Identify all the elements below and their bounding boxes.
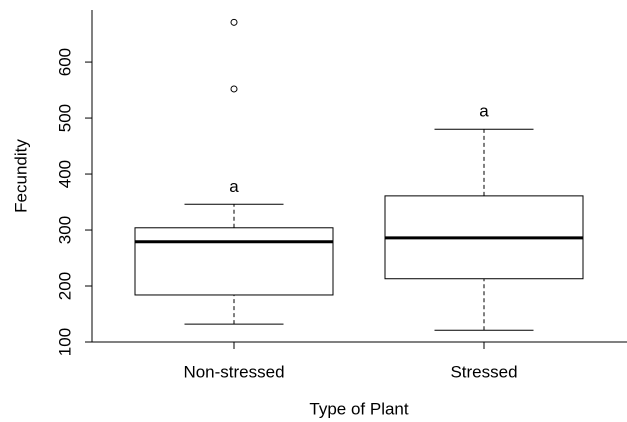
y-tick-label: 100 bbox=[55, 328, 74, 356]
annotation: a bbox=[479, 102, 489, 121]
outlier bbox=[230, 85, 238, 93]
y-tick-label: 200 bbox=[55, 272, 74, 300]
outlier bbox=[230, 18, 238, 26]
x-tick-label: Non-stressed bbox=[183, 362, 284, 381]
box bbox=[134, 227, 334, 296]
y-tick-label: 600 bbox=[55, 48, 74, 76]
y-axis-title: Fecundity bbox=[11, 139, 30, 213]
y-tick-label: 500 bbox=[55, 104, 74, 132]
annotation: a bbox=[229, 177, 239, 196]
y-tick-label: 300 bbox=[55, 216, 74, 244]
x-axis-title: Type of Plant bbox=[309, 399, 409, 418]
x-tick-label: Stressed bbox=[450, 362, 517, 381]
y-tick-label: 400 bbox=[55, 160, 74, 188]
